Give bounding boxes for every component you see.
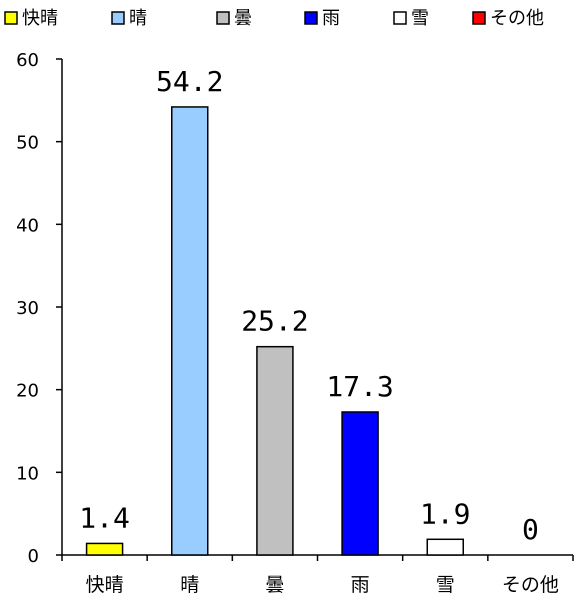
- data-label: 25.2: [241, 305, 308, 338]
- data-label: 1.4: [79, 501, 130, 534]
- legend-swatch: [111, 11, 125, 25]
- legend-swatch: [304, 11, 318, 25]
- data-label: 54.2: [156, 65, 223, 98]
- legend-label: 雪: [411, 8, 429, 29]
- x-category-label: 晴: [180, 574, 199, 596]
- data-label: 0: [522, 513, 539, 546]
- x-category-label: 快晴: [86, 574, 124, 596]
- bar: [426, 538, 464, 556]
- x-category-label: 雨: [351, 574, 370, 596]
- data-labels: 1.4 54.2 25.2 17.3 1.9 0: [79, 65, 539, 546]
- x-category-label: 雪: [436, 574, 455, 596]
- axes: 0 10 20 30 40 50 60 快晴 晴 曇 雨 雪 その他: [16, 50, 574, 596]
- y-tick-label: 10: [16, 463, 39, 484]
- data-label: 1.9: [420, 497, 471, 530]
- legend-swatch: [216, 11, 230, 25]
- legend-label: 快晴: [22, 8, 58, 29]
- legend-swatch: [4, 11, 18, 25]
- y-tick-label: 50: [16, 133, 39, 154]
- bar: [85, 542, 124, 556]
- legend-swatch: [393, 11, 407, 25]
- y-tick-label: 60: [16, 50, 39, 71]
- legend-label: 晴: [129, 8, 147, 29]
- x-category-label: その他: [502, 574, 559, 596]
- bar: [341, 411, 379, 556]
- y-tick-label: 30: [16, 298, 39, 319]
- legend-label: 曇: [234, 8, 252, 29]
- bar: [171, 106, 209, 556]
- data-label: 17.3: [326, 370, 393, 403]
- legend: 快晴 晴 曇 雨 雪 その他: [4, 8, 544, 29]
- x-category-label: 曇: [265, 574, 284, 596]
- bars: [85, 106, 464, 556]
- bar: [256, 345, 294, 556]
- y-tick-label: 20: [16, 381, 39, 402]
- y-tick-label: 0: [28, 546, 39, 567]
- legend-swatch: [472, 11, 486, 25]
- y-tick-label: 40: [16, 215, 39, 236]
- legend-label: その他: [490, 8, 544, 29]
- legend-label: 雨: [322, 8, 340, 29]
